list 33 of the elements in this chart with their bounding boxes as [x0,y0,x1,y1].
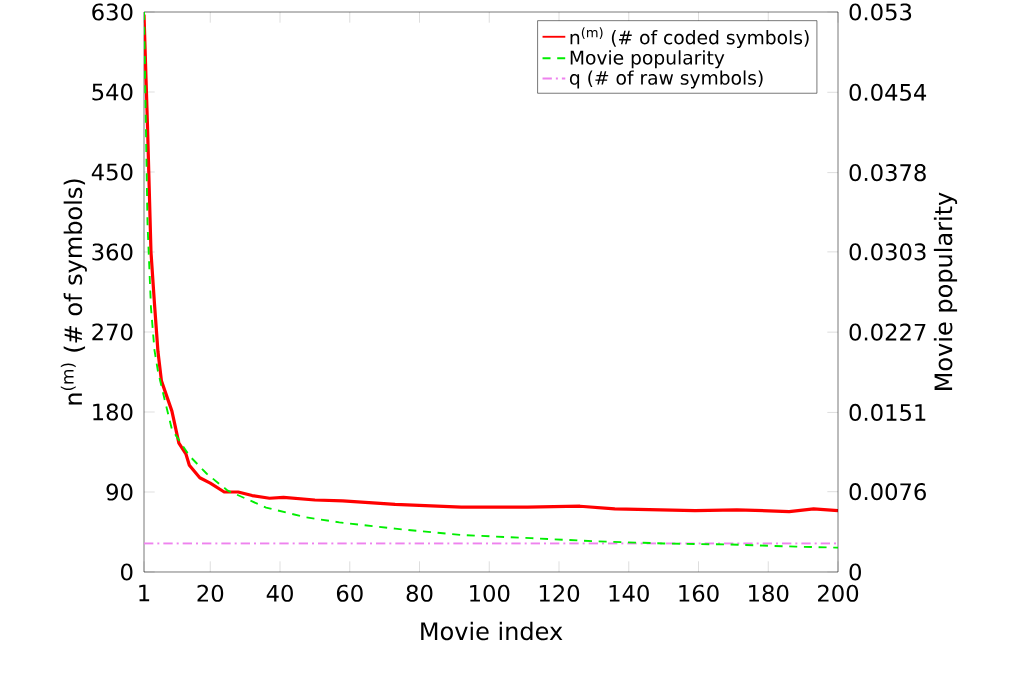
y2-tick-label: 0 [849,563,861,581]
y-tick-label: 0 [121,563,133,581]
y2-tick-label: 0.053 [849,3,912,21]
legend-label: Movie popularity [570,50,725,69]
y2-axis-title: Movie popularity [933,192,958,390]
y2-tick-label: 0.0227 [849,323,926,341]
x-tick-label: 60 [336,584,363,602]
legend-label: q (# of raw symbols) [569,70,763,89]
x-tick-label: 20 [197,584,224,602]
x-tick-label: 100 [470,584,510,602]
x-tick-label: 120 [539,584,580,602]
y-tick-label: 180 [93,403,133,421]
y-tick-label: 90 [106,483,133,501]
y-tick-label: 630 [92,3,133,21]
x-tick-label: 80 [406,584,433,602]
y-tick-label: 540 [92,83,133,101]
y-tick-label: 360 [92,243,133,261]
y-axis-title: n$^{(m)}$ (# of symbols) [60,179,87,405]
y2-tick-label: 0.0454 [849,83,927,101]
y2-tick-label: 0.0378 [849,164,926,182]
x-tick-label: 160 [679,584,719,602]
legend-label: n$^{(m)}$ (# of coded symbols) [570,27,809,49]
x-tick-label: 200 [818,584,859,602]
y-tick-label: 450 [91,163,133,181]
x-axis-title: Movie index [421,621,563,641]
y-tick-label: 270 [92,323,133,341]
x-tick-label: 40 [266,584,293,602]
y2-tick-label: 0.0303 [849,243,926,261]
x-tick-label: 180 [749,584,789,602]
x-tick-label: 140 [609,584,649,602]
x-tick-label: 1 [139,584,150,602]
y2-tick-label: 0.0076 [849,483,926,501]
y2-tick-label: 0.0151 [849,403,926,422]
